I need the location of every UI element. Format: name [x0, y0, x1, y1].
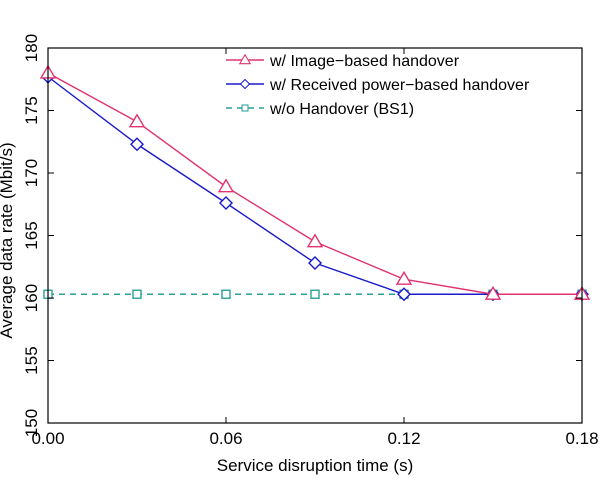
- x-tick-label: 0.18: [565, 429, 598, 448]
- legend-entry: w/ Image−based handover: [226, 53, 460, 70]
- legend-marker: [241, 104, 249, 112]
- data-point: [128, 113, 146, 128]
- data-point: [484, 285, 502, 300]
- data-point: [395, 270, 413, 285]
- data-point: [397, 287, 411, 302]
- data-point: [132, 289, 142, 299]
- y-tick-label: 180: [22, 34, 41, 62]
- y-tick-label: 165: [22, 221, 41, 249]
- legend-entry: w/ Received power−based handover: [226, 77, 530, 94]
- data-point: [221, 289, 231, 299]
- x-tick-label: 0.12: [387, 429, 420, 448]
- y-tick-label: 160: [22, 284, 41, 312]
- data-point: [130, 137, 144, 152]
- legend-marker: [238, 53, 252, 65]
- x-axis-title: Service disruption time (s): [217, 456, 414, 475]
- x-tick-label: 0.06: [209, 429, 242, 448]
- legend-marker: [239, 78, 251, 90]
- data-point: [217, 178, 235, 193]
- data-point: [219, 196, 233, 210]
- data-point: [310, 289, 320, 299]
- legend-label: w/ Received power−based handover: [269, 77, 530, 94]
- y-tick-label: 170: [22, 159, 41, 187]
- y-tick-label: 175: [22, 96, 41, 124]
- legend-label: w/o Handover (BS1): [269, 101, 414, 118]
- x-tick-label: 0.00: [31, 429, 64, 448]
- y-axis-title: Average data rate (Mbit/s): [0, 142, 16, 338]
- legend: w/ Image−based handover w/ Received power…: [226, 53, 530, 118]
- y-tick-label: 150: [22, 409, 41, 437]
- ticks-layer: 0.00 0.06 0.12 0.18 150 155 160 165 170 175 180: [22, 34, 599, 448]
- y-tick-label: 155: [22, 346, 41, 374]
- legend-label: w/ Image−based handover: [269, 53, 460, 70]
- data-point: [306, 233, 324, 248]
- data-point: [308, 256, 322, 270]
- legend-entry: w/o Handover (BS1): [226, 101, 414, 118]
